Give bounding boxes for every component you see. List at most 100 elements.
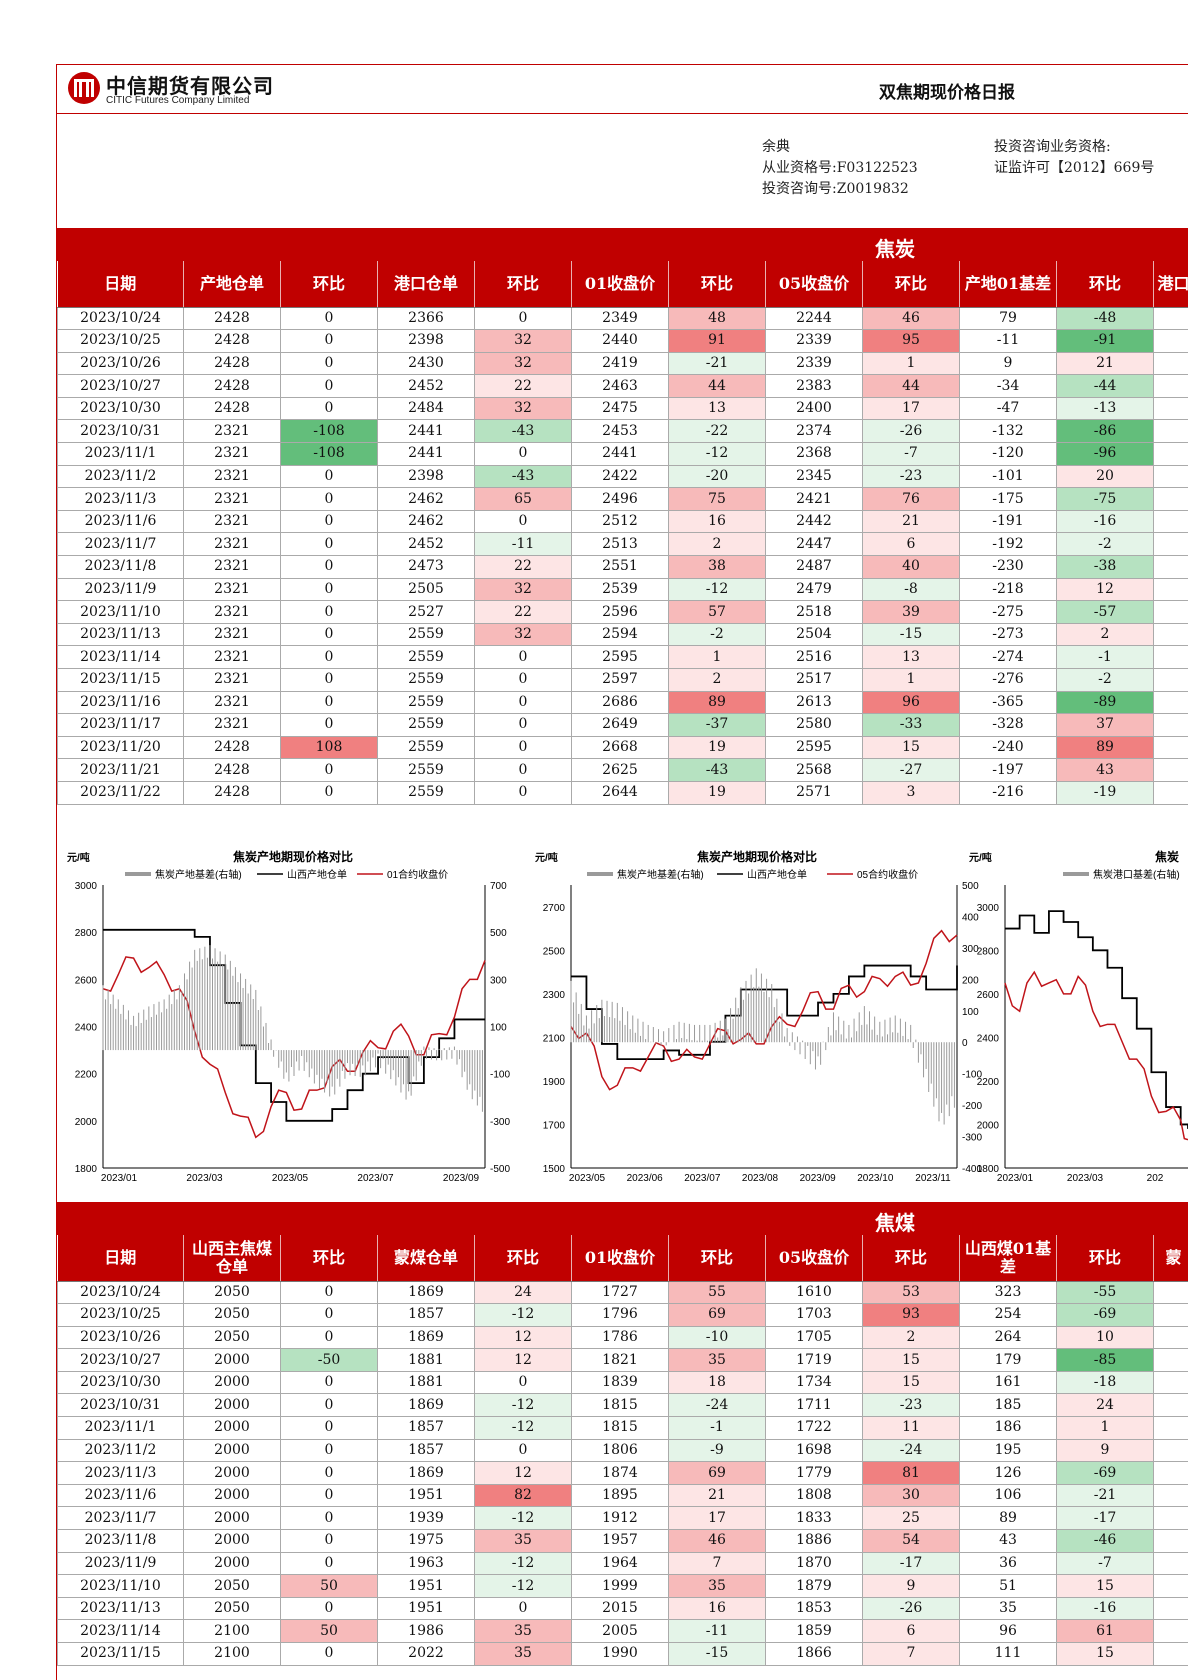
table-cell: 2050: [183, 1574, 281, 1598]
table-cell: [1153, 374, 1188, 398]
table-cell: 2668: [571, 736, 669, 760]
table-cell: 17: [862, 397, 960, 421]
table-cell: 1957: [571, 1529, 669, 1553]
table-cell: 1711: [765, 1393, 863, 1418]
table-cell: -7: [1056, 1552, 1154, 1576]
table-cell: 0: [280, 532, 378, 557]
table-cell: 2516: [765, 645, 863, 669]
table-cell: 1859: [765, 1619, 863, 1643]
table-cell: 0: [280, 578, 378, 602]
table-cell: 46: [862, 307, 960, 331]
table-cell: 50: [280, 1574, 378, 1598]
table-cell: 57: [668, 600, 766, 624]
table-cell: 0: [280, 1642, 378, 1666]
table-cell: -22: [668, 419, 766, 444]
table-cell: 1869: [377, 1326, 475, 1350]
table-cell: 2686: [571, 691, 669, 715]
table-cell: [1153, 555, 1188, 579]
table-cell: 106: [959, 1484, 1057, 1508]
y2-tick-label: 100: [962, 1007, 979, 1018]
table-cell: 2: [668, 668, 766, 692]
table-cell: [1153, 691, 1188, 715]
table-cell: 2422: [571, 465, 669, 489]
table-cell: 2428: [183, 781, 281, 805]
table-cell: 2050: [183, 1326, 281, 1350]
table-cell: 2496: [571, 487, 669, 511]
y-tick-label: 2500: [543, 946, 566, 957]
table-cell: 2595: [571, 645, 669, 669]
table-cell: 0: [474, 1597, 572, 1621]
table-cell: 2023/10/25: [57, 329, 184, 353]
table-cell: 2596: [571, 600, 669, 624]
table-cell: 19: [668, 736, 766, 760]
legend-entry: 山西产地仓单: [287, 868, 347, 881]
table-cell: 2452: [377, 374, 475, 398]
table-cell: [1153, 781, 1188, 805]
table-cell: 1698: [765, 1439, 863, 1463]
table-cell: 75: [668, 487, 766, 511]
table-cell: 0: [474, 758, 572, 782]
table-cell: 2374: [765, 419, 863, 444]
table-cell: 0: [474, 442, 572, 466]
table-cell: 2559: [377, 668, 475, 692]
table-cell: -276: [959, 668, 1057, 692]
y-tick-label: 2200: [977, 1077, 1000, 1088]
table-cell: 2613: [765, 691, 863, 715]
table-cell: 38: [668, 555, 766, 579]
coke-column-header: 05收盘价: [765, 261, 863, 308]
table-cell: 0: [280, 397, 378, 421]
table-cell: 32: [474, 623, 572, 647]
table-cell: -216: [959, 781, 1057, 805]
table-cell: 111: [959, 1642, 1057, 1666]
table-cell: -55: [1056, 1281, 1154, 1305]
table-cell: 2453: [571, 419, 669, 444]
table-cell: 2023/11/8: [57, 1529, 184, 1553]
table-cell: -26: [862, 1597, 960, 1621]
table-cell: -2: [1056, 668, 1154, 692]
table-cell: 2321: [183, 555, 281, 579]
y-tick-label: 2300: [543, 990, 566, 1001]
table-cell: 9: [959, 352, 1057, 376]
table-cell: -24: [862, 1439, 960, 1463]
table-row: 2023/11/21 2428 0 2559 0 2625 -43 2568 -27 -197 43: [57, 758, 1188, 782]
table-cell: 0: [280, 668, 378, 692]
table-cell: 30: [862, 1484, 960, 1508]
x-tick-label: 2023/07: [684, 1173, 721, 1184]
y2-tick-label: 400: [962, 912, 979, 923]
table-cell: 2023/10/25: [57, 1303, 184, 1327]
table-row: 2023/10/30 2000 0 1881 0 1839 18 1734 15 161 -18: [57, 1371, 1188, 1395]
table-cell: 15: [862, 736, 960, 760]
table-cell: 81: [862, 1461, 960, 1485]
table-cell: 15: [862, 1348, 960, 1372]
table-cell: 15: [1056, 1574, 1154, 1598]
table-cell: -89: [1056, 691, 1154, 715]
chart-title: 焦炭产地期现价格对比: [232, 849, 353, 864]
table-cell: -192: [959, 532, 1057, 557]
table-cell: 2022: [377, 1642, 475, 1666]
table-cell: 89: [668, 691, 766, 715]
table-cell: 2649: [571, 713, 669, 737]
y2-tick-label: -400: [962, 1164, 982, 1175]
table-cell: 2321: [183, 578, 281, 602]
table-cell: 2321: [183, 645, 281, 669]
y2-tick-label: 100: [490, 1023, 507, 1034]
table-cell: -12: [474, 1393, 572, 1418]
table-cell: 2023/11/20: [57, 736, 184, 760]
table-cell: [1153, 1303, 1188, 1327]
table-cell: 0: [280, 758, 378, 782]
table-cell: 2366: [377, 307, 475, 331]
table-cell: 53: [862, 1281, 960, 1305]
close-price-series-line: [1004, 970, 1188, 1141]
table-cell: 24: [474, 1281, 572, 1305]
table-cell: 2000: [183, 1506, 281, 1531]
table-row: 2023/10/30 2428 0 2484 32 2475 13 2400 17 -47 -13: [57, 397, 1188, 421]
close-price-series-line: [102, 956, 486, 1139]
table-cell: 0: [474, 307, 572, 331]
x-tick-label: 2023/01: [101, 1173, 138, 1184]
table-cell: 2594: [571, 623, 669, 647]
table-cell: -101: [959, 465, 1057, 489]
table-cell: 2023/11/22: [57, 781, 184, 805]
coke-column-header: 环比: [668, 261, 766, 308]
table-cell: 1703: [765, 1303, 863, 1327]
table-cell: 2023/11/13: [57, 623, 184, 647]
